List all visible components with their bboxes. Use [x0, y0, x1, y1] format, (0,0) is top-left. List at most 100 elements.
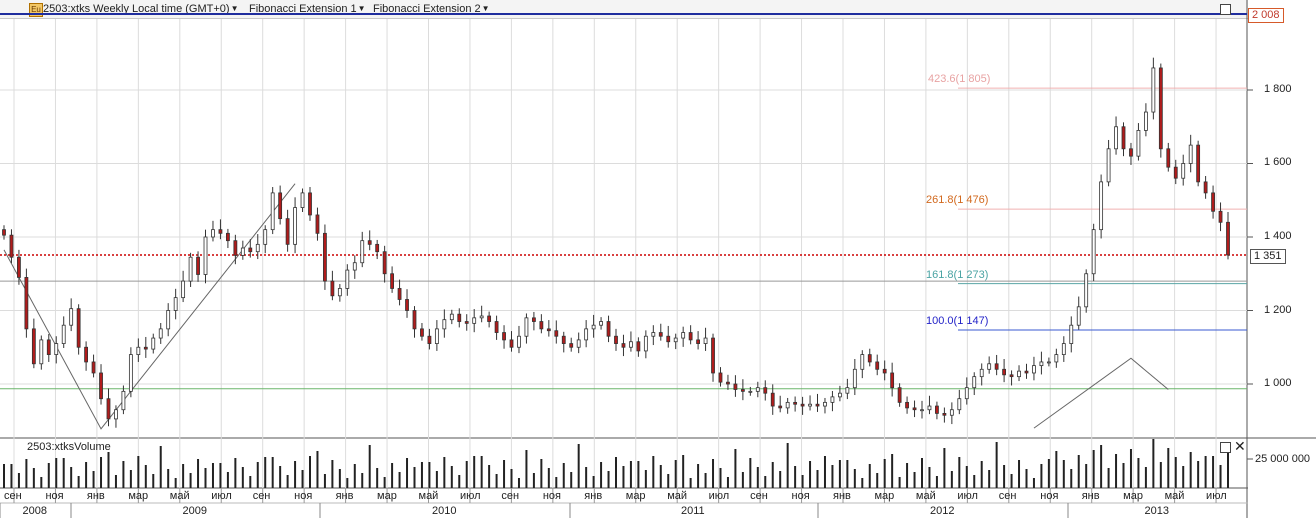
- candle-body: [867, 354, 872, 363]
- candle-body: [740, 389, 745, 392]
- candle-body: [949, 409, 954, 416]
- candle-body: [240, 247, 245, 256]
- candle-body: [382, 251, 387, 275]
- candle-body: [375, 243, 380, 253]
- month-label: июл: [459, 490, 481, 502]
- candle-body: [1144, 111, 1148, 131]
- month-label: май: [667, 490, 688, 502]
- candle-body: [390, 273, 394, 289]
- month-label: мар: [874, 490, 895, 502]
- month-label: сен: [4, 490, 22, 502]
- candle-body: [621, 343, 626, 348]
- candle-body: [479, 315, 484, 319]
- candle-body: [367, 240, 372, 245]
- candle-body: [860, 354, 865, 370]
- candle-body: [442, 319, 447, 330]
- candle-body: [1046, 361, 1051, 364]
- candle-body: [666, 335, 671, 343]
- year-label: 2013: [1144, 505, 1169, 517]
- candle-body: [17, 256, 21, 278]
- candle-body: [136, 346, 141, 355]
- fib-label-261: 261.8(1 476): [926, 194, 989, 206]
- month-label: янв: [335, 490, 354, 502]
- dropdown-caret-icon: ▼: [357, 4, 366, 13]
- candle-body: [830, 396, 835, 403]
- candle-body: [233, 240, 238, 256]
- symbol-title: 2503:xtks Weekly Local time (GMT+0): [43, 3, 230, 15]
- candle-body: [121, 390, 126, 411]
- candle-body: [576, 339, 581, 348]
- candle-body: [487, 315, 492, 322]
- symbol-title-menu[interactable]: 2503:xtks Weekly Local time (GMT+0)▼: [43, 2, 238, 16]
- candle-body: [76, 308, 81, 348]
- candle-body: [1211, 192, 1215, 212]
- last-price-label: 1 351: [1250, 249, 1286, 264]
- candle-body: [405, 299, 409, 311]
- candle-body: [337, 288, 342, 297]
- maximize-volume-pane-button[interactable]: [1220, 442, 1231, 453]
- candle-body: [957, 398, 962, 411]
- candle-body: [748, 390, 753, 393]
- fib-zigzag-line: [1033, 357, 1169, 429]
- month-label: ноя: [542, 490, 561, 502]
- candle-body: [128, 354, 133, 392]
- maximize-pane-button[interactable]: [1220, 4, 1231, 15]
- candle-body: [1061, 343, 1066, 356]
- candle-body: [890, 372, 895, 389]
- candle-body: [457, 313, 462, 322]
- candle-body: [606, 321, 611, 337]
- candle-body: [539, 321, 544, 330]
- candle-body: [584, 328, 589, 341]
- candle-body: [1226, 221, 1230, 256]
- fibonacci-extension-2-menu[interactable]: Fibonacci Extension 2▼: [373, 2, 490, 16]
- candle-body: [285, 218, 290, 245]
- y-tick-label: 1 800: [1264, 83, 1292, 95]
- candle-body: [823, 401, 827, 407]
- y-tick-label: 1 200: [1264, 304, 1292, 316]
- study-2-label: Fibonacci Extension 2: [373, 3, 481, 15]
- candle-body: [173, 297, 178, 311]
- candle-body: [1084, 273, 1089, 308]
- candle-body: [808, 403, 812, 407]
- price-pane-bg: [0, 19, 1247, 438]
- candle-body: [532, 317, 536, 322]
- fibonacci-extension-1-menu[interactable]: Fibonacci Extension 1▼: [249, 2, 366, 16]
- candle-body: [696, 339, 700, 344]
- candle-body: [1039, 361, 1044, 367]
- candle-body: [1106, 148, 1111, 183]
- candle-body: [785, 401, 790, 409]
- month-label: июл: [708, 490, 730, 502]
- candle-body: [994, 363, 999, 370]
- month-label: май: [1164, 490, 1185, 502]
- candle-body: [1173, 166, 1178, 179]
- candle-body: [1009, 374, 1014, 378]
- candle-body: [1076, 306, 1081, 326]
- candle-body: [718, 372, 723, 383]
- month-label: янв: [1081, 490, 1100, 502]
- month-label: янв: [86, 490, 105, 502]
- candle-body: [106, 398, 111, 420]
- month-label: мар: [377, 490, 397, 502]
- close-volume-pane-icon[interactable]: ✕: [1234, 438, 1246, 454]
- candle-body: [360, 240, 365, 264]
- candle-body: [703, 337, 708, 344]
- month-label: ноя: [1040, 490, 1059, 502]
- month-label: май: [915, 490, 936, 502]
- candle-body: [151, 337, 156, 350]
- candle-body: [188, 256, 193, 282]
- fib-label-100: 100.0(1 147): [926, 315, 989, 327]
- candle-body: [31, 328, 36, 365]
- candle-body: [1136, 130, 1141, 157]
- candle-body: [733, 383, 738, 390]
- candle-body: [54, 343, 59, 356]
- candle-body: [755, 387, 760, 392]
- candle-body: [681, 332, 686, 339]
- candle-body: [464, 321, 469, 324]
- candle-body: [1129, 148, 1133, 157]
- candle-body: [882, 368, 887, 374]
- dropdown-caret-icon: ▼: [230, 4, 239, 13]
- candle-body: [1091, 229, 1096, 275]
- candle-body: [1188, 144, 1193, 164]
- candle-body: [158, 328, 163, 339]
